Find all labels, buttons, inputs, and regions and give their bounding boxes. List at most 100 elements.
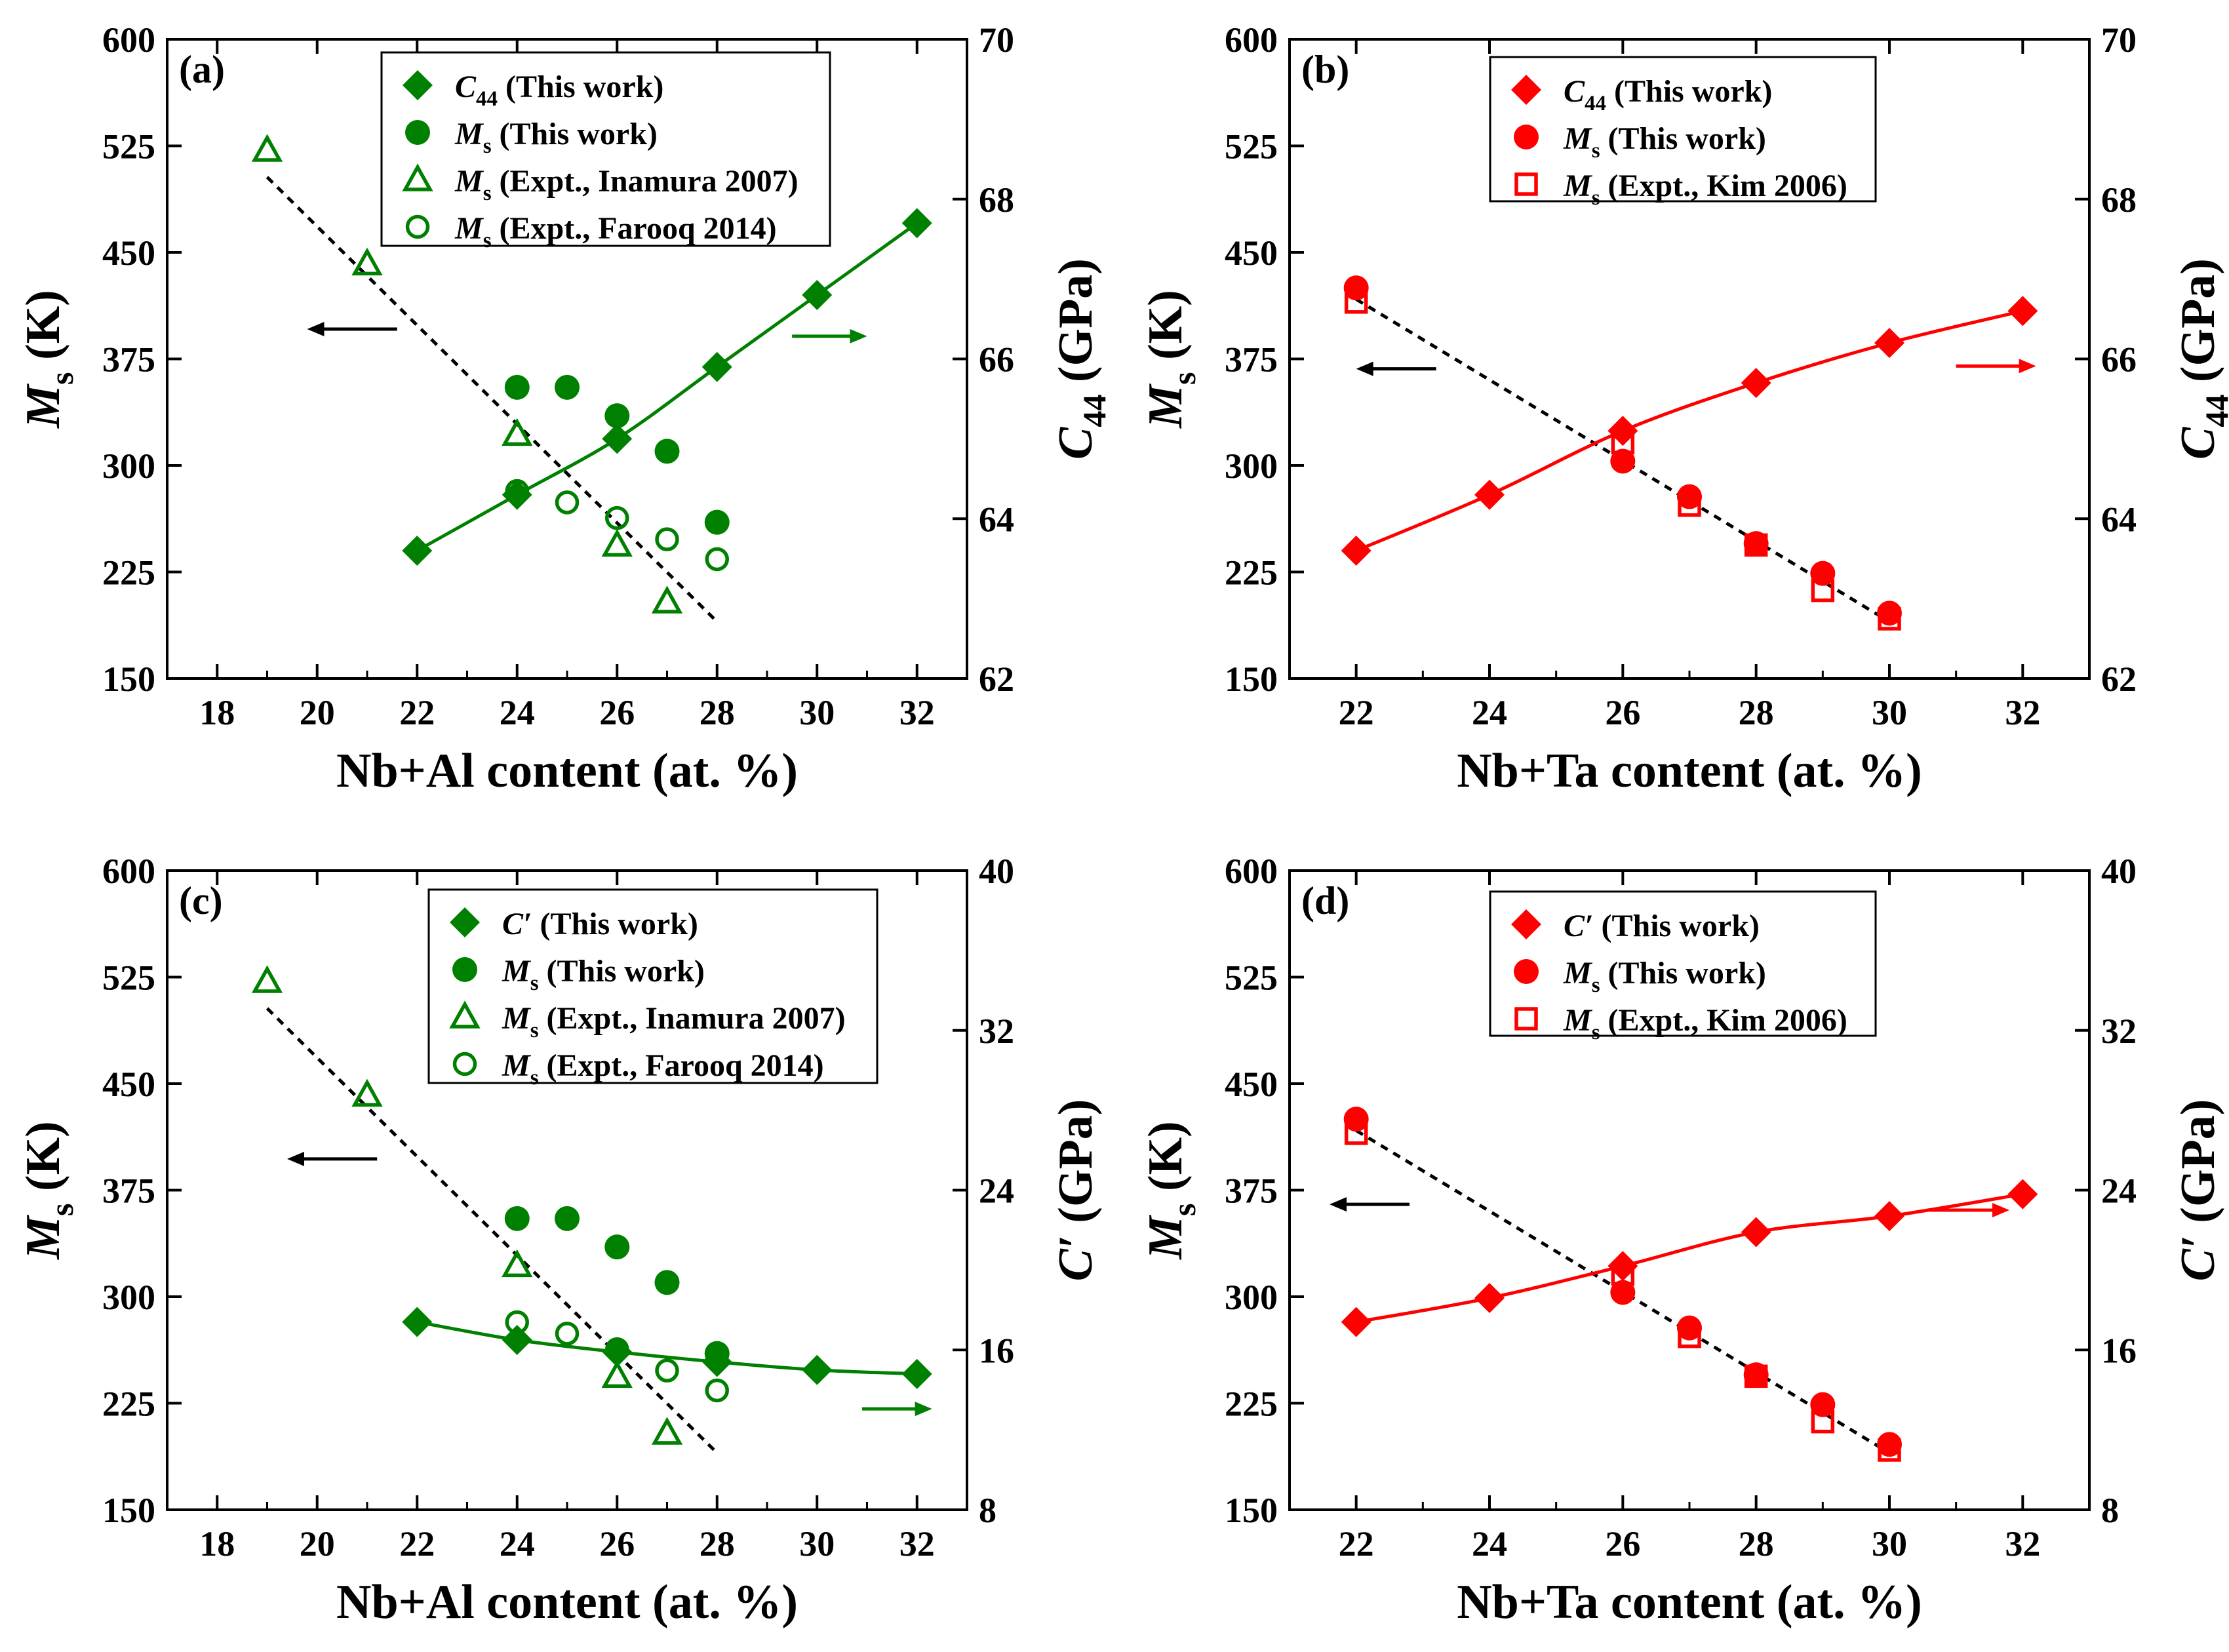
arrow-head	[1330, 1197, 1347, 1212]
data-point	[1474, 479, 1505, 510]
data-point	[1341, 536, 1371, 566]
legend-marker	[1511, 75, 1541, 105]
fit-line	[1355, 309, 2023, 553]
data-point	[502, 418, 533, 446]
data-point	[505, 1310, 529, 1335]
y-right-axis-label: C44 (GPa)	[2171, 258, 2229, 460]
legend-entry: Ms (Expt., Farooq 2014)	[454, 211, 777, 252]
data-point	[1341, 1307, 1371, 1337]
label-main: M	[1563, 1003, 1593, 1038]
trend-line	[266, 176, 719, 623]
label-rest: (This work)	[1600, 956, 1766, 991]
legend-box	[1489, 890, 1877, 1037]
panel-label: (b)	[1301, 48, 1349, 91]
y-left-tick-label: 300	[102, 1278, 155, 1317]
data-point	[604, 403, 630, 429]
label-rest: (Expt., Farooq 2014)	[539, 1048, 824, 1083]
data-point	[1608, 1251, 1638, 1282]
data-point	[1344, 1122, 1368, 1145]
arrow-head	[2019, 359, 2036, 374]
data-point	[1741, 1217, 1771, 1248]
label-main: M	[502, 1048, 532, 1083]
label-rest: (GPa)	[2171, 1099, 2225, 1236]
legend-entry: Ms (Expt., Inamura 2007)	[502, 1001, 846, 1042]
label-subscript: s	[43, 1204, 80, 1216]
label-rest: (GPa)	[1049, 258, 1103, 395]
y-right-tick-label: 70	[979, 20, 1014, 60]
y-left-axis-label: Ms (K)	[1139, 290, 1202, 429]
x-axis-label: Nb+Al content (at. %)	[336, 744, 798, 798]
y-left-tick-label: 150	[102, 659, 155, 699]
data-point	[1874, 328, 1904, 359]
data-point	[351, 1078, 383, 1107]
label-rest: (This work)	[532, 907, 698, 941]
y-right-tick-label: 8	[979, 1491, 996, 1530]
x-tick-label: 18	[199, 1524, 235, 1564]
panel-label: (d)	[1301, 879, 1349, 922]
panel-2: 22 24 26 28 30 32 150 225 300 375 450 525 600 62 64 66 6…	[1139, 20, 2229, 798]
x-tick-label: 26	[1605, 1524, 1640, 1564]
y-right-axis-label: C′ (GPa)	[2171, 1099, 2225, 1282]
x-tick-label: 22	[399, 693, 435, 732]
legend-box	[380, 51, 831, 247]
data-point	[651, 585, 683, 614]
label-subscript: s	[483, 229, 492, 252]
x-tick-label: 30	[1872, 1524, 1907, 1564]
panel-label: (a)	[179, 48, 225, 91]
data-point	[502, 1249, 533, 1278]
data-point	[604, 1234, 630, 1260]
x-tick-label: 24	[1472, 1524, 1507, 1564]
y-left-tick-label: 600	[102, 20, 155, 60]
data-point	[555, 1322, 580, 1346]
data-point	[251, 134, 283, 162]
y-right-tick-label: 62	[979, 659, 1014, 699]
arrow-head	[287, 1151, 304, 1166]
label-main: M	[454, 117, 484, 151]
label-rest: (This work)	[539, 954, 705, 989]
label-main: C	[455, 69, 477, 104]
y-left-tick-label: 600	[102, 852, 155, 891]
label-rest: (Expt., Kim 2006)	[1600, 1003, 1847, 1038]
data-point	[1610, 448, 1636, 474]
legend-entry: C44 (This work)	[455, 69, 663, 111]
data-point	[655, 527, 679, 551]
label-subscript: s	[530, 972, 539, 995]
label-main: M	[1139, 384, 1193, 429]
trend-line	[266, 1007, 719, 1455]
label-subscript: s	[483, 134, 492, 158]
legend-marker	[1514, 125, 1539, 149]
label-subscript: 44	[1585, 92, 1606, 115]
data-point	[2007, 1179, 2038, 1210]
trend-line	[1355, 298, 1891, 623]
y-right-tick-label: 32	[2101, 1012, 2137, 1051]
legend-entry: Ms (Expt., Kim 2006)	[1563, 168, 1847, 210]
data-point	[605, 505, 629, 530]
fit-line	[1356, 1192, 2023, 1324]
y-right-tick-label: 24	[979, 1171, 1014, 1211]
x-tick-label: 32	[2005, 1524, 2040, 1564]
x-tick-label: 24	[500, 1524, 535, 1564]
legend: C′ (This work)Ms (This work)Ms (Expt., K…	[1489, 890, 1877, 1044]
data-point	[901, 208, 932, 239]
data-point	[1344, 290, 1368, 314]
label-main: C	[2171, 426, 2225, 460]
data-point	[402, 536, 433, 566]
label-main: M	[1563, 168, 1593, 203]
legend-marker	[405, 120, 430, 145]
x-tick-label: 26	[1605, 693, 1640, 732]
data-point	[1610, 1280, 1636, 1305]
legend-marker	[1514, 1007, 1538, 1031]
y-right-tick-label: 16	[979, 1331, 1014, 1370]
arrow-head	[1356, 361, 1373, 376]
x-tick-label: 32	[2005, 693, 2040, 732]
label-main: M	[1563, 956, 1593, 991]
legend-entry: Ms (Expt., Inamura 2007)	[454, 164, 799, 205]
data-point	[705, 547, 729, 572]
y-left-tick-label: 375	[102, 340, 155, 380]
label-subscript: 44	[1076, 395, 1113, 427]
legend-entry: Ms (This work)	[454, 117, 658, 158]
y-right-tick-label: 40	[979, 852, 1014, 891]
data-point	[251, 965, 283, 993]
label-subscript: s	[1592, 1021, 1600, 1044]
